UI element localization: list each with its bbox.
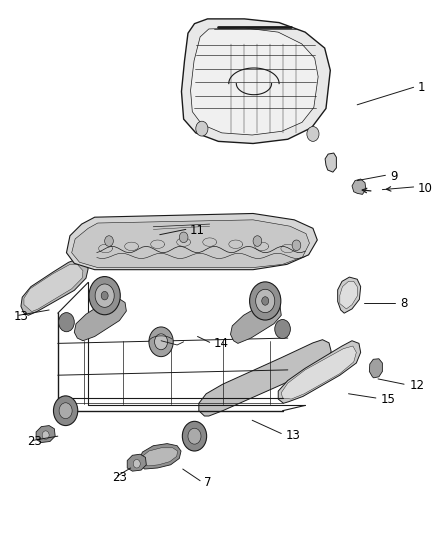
Text: 8: 8	[401, 297, 408, 310]
Polygon shape	[369, 359, 382, 378]
Text: 23: 23	[112, 471, 127, 484]
Polygon shape	[281, 346, 357, 399]
Polygon shape	[21, 259, 88, 316]
Circle shape	[256, 289, 275, 313]
Text: 1: 1	[418, 81, 425, 94]
Circle shape	[253, 236, 262, 246]
Polygon shape	[67, 214, 317, 270]
Text: 23: 23	[28, 435, 42, 448]
Polygon shape	[325, 153, 336, 172]
Polygon shape	[278, 341, 360, 403]
Text: 11: 11	[190, 224, 205, 237]
Circle shape	[188, 428, 201, 444]
Circle shape	[307, 126, 319, 141]
Circle shape	[101, 292, 108, 300]
Polygon shape	[36, 425, 55, 442]
Text: 14: 14	[214, 337, 229, 350]
Text: 12: 12	[409, 379, 424, 392]
Polygon shape	[199, 340, 331, 416]
Text: 7: 7	[205, 476, 212, 489]
Polygon shape	[24, 264, 83, 312]
Polygon shape	[340, 281, 357, 309]
Circle shape	[250, 282, 281, 320]
Polygon shape	[127, 454, 146, 471]
Circle shape	[133, 459, 140, 468]
Circle shape	[42, 431, 49, 439]
Polygon shape	[352, 179, 366, 195]
Circle shape	[149, 327, 173, 357]
Text: 10: 10	[418, 182, 433, 195]
Polygon shape	[141, 448, 177, 466]
Polygon shape	[72, 220, 310, 268]
Circle shape	[292, 240, 301, 251]
Circle shape	[182, 421, 207, 451]
Text: 9: 9	[390, 170, 397, 183]
Polygon shape	[338, 277, 360, 313]
Polygon shape	[181, 19, 330, 143]
Polygon shape	[74, 298, 126, 341]
Polygon shape	[191, 28, 318, 135]
Circle shape	[59, 403, 72, 419]
Circle shape	[179, 232, 188, 243]
Circle shape	[59, 313, 74, 332]
Polygon shape	[230, 302, 281, 343]
Circle shape	[95, 284, 114, 308]
Text: 15: 15	[381, 393, 396, 406]
Circle shape	[196, 121, 208, 136]
Circle shape	[275, 319, 290, 338]
Circle shape	[89, 277, 120, 315]
Circle shape	[105, 236, 113, 246]
Circle shape	[155, 334, 168, 350]
Circle shape	[53, 396, 78, 425]
Text: 13: 13	[286, 429, 300, 442]
Polygon shape	[139, 443, 181, 469]
Circle shape	[262, 297, 268, 305]
Text: 13: 13	[14, 310, 28, 323]
